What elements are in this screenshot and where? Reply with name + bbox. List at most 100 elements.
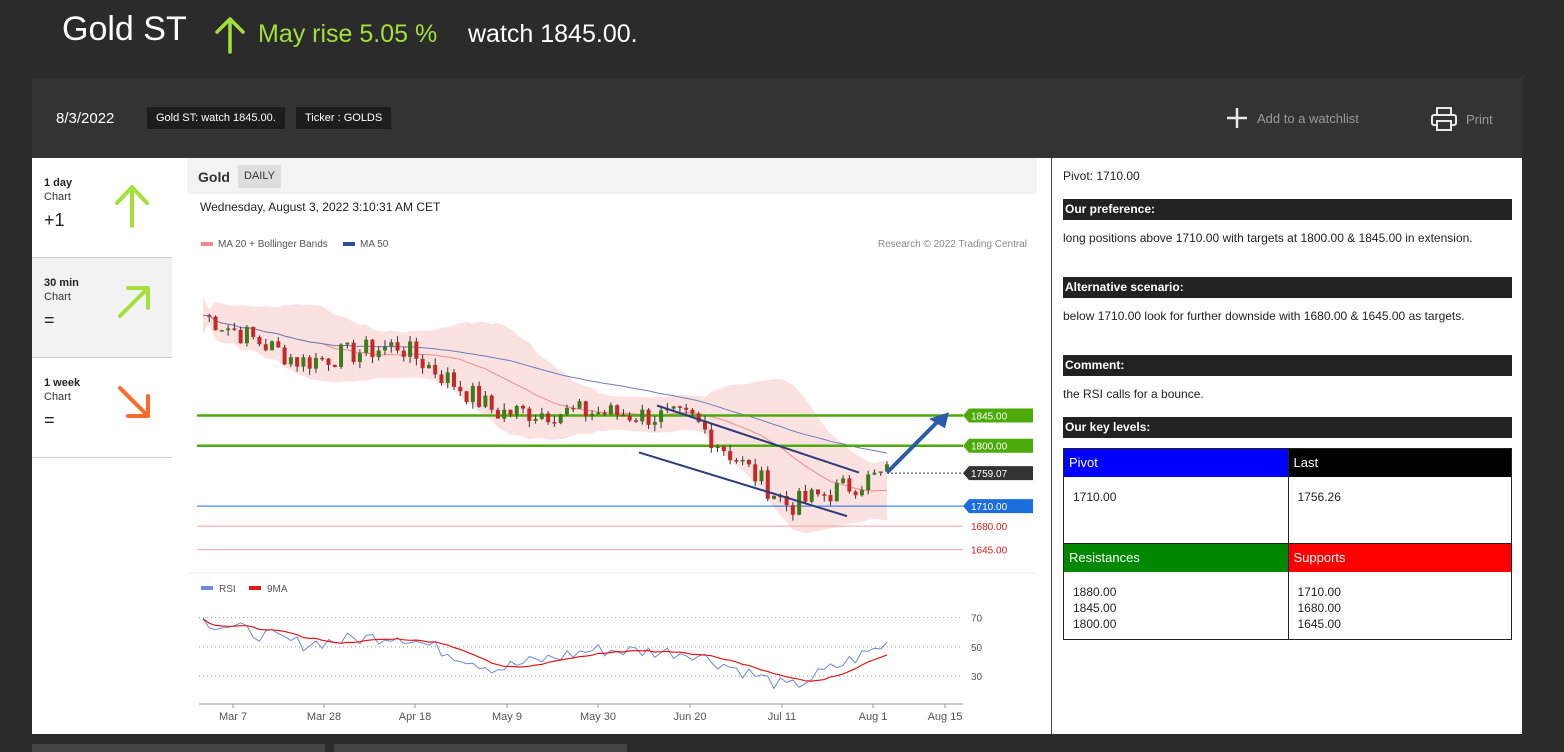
candle-body bbox=[382, 346, 387, 351]
candle-body bbox=[483, 395, 488, 407]
add-watchlist-button[interactable]: Add to a watchlist bbox=[1225, 106, 1359, 130]
candle-body bbox=[376, 350, 381, 358]
resistances-values: 1880.00 1845.00 1800.00 bbox=[1064, 572, 1288, 639]
candle-body bbox=[671, 406, 676, 409]
level-badge bbox=[963, 438, 1033, 453]
support-value: 1710.00 bbox=[1297, 585, 1341, 599]
print-label: Print bbox=[1466, 111, 1493, 127]
candle-body bbox=[364, 339, 369, 354]
resistances-header: Resistances bbox=[1064, 544, 1288, 572]
candle-body bbox=[426, 364, 431, 369]
sidebar-item-30-min[interactable]: 30 min Chart = bbox=[32, 258, 172, 358]
ma50-line bbox=[202, 314, 888, 454]
score-value: = bbox=[44, 410, 55, 430]
candle-body bbox=[564, 407, 569, 415]
projection-arrowhead bbox=[929, 412, 949, 429]
candle-body bbox=[420, 358, 425, 369]
candle-body bbox=[244, 326, 249, 344]
last-value: 1756.26 bbox=[1288, 477, 1511, 544]
candle-body bbox=[238, 329, 243, 344]
candle-body bbox=[772, 495, 777, 499]
alternative-text: below 1710.00 look for further downside … bbox=[1063, 309, 1465, 323]
bottom-tab[interactable] bbox=[334, 744, 627, 752]
candle-body bbox=[458, 386, 463, 392]
candle-body bbox=[301, 357, 306, 367]
pivot-value: 1710.00 bbox=[1064, 477, 1288, 544]
candle-body bbox=[320, 357, 325, 360]
candle-body bbox=[859, 489, 864, 496]
candle-body bbox=[232, 328, 237, 330]
candle-body bbox=[596, 412, 601, 415]
level-badge-label: 1845.00 bbox=[971, 412, 1008, 423]
candle-body bbox=[257, 336, 262, 345]
candle-body bbox=[652, 421, 657, 425]
candle-body bbox=[295, 357, 300, 367]
chart-timestamp: Wednesday, August 3, 2022 3:10:31 AM CET bbox=[200, 200, 441, 214]
candle-body bbox=[207, 315, 212, 317]
candle-body bbox=[583, 401, 588, 417]
candle-body bbox=[414, 341, 419, 359]
x-tick-label: Mar 7 bbox=[219, 711, 247, 723]
candle-body bbox=[640, 409, 645, 422]
arrow-down-right-icon bbox=[118, 386, 150, 418]
analysis-panel: 8/3/2022 Gold ST: watch 1845.00. Ticker … bbox=[32, 78, 1522, 734]
panel-toolbar: 8/3/2022 Gold ST: watch 1845.00. Ticker … bbox=[32, 78, 1522, 158]
resistance-value: 1880.00 bbox=[1073, 585, 1117, 599]
candle-body bbox=[746, 460, 751, 465]
ma20-line bbox=[202, 314, 888, 492]
print-button[interactable]: Print bbox=[1430, 106, 1493, 132]
arrow-up-icon bbox=[215, 17, 245, 54]
analysis-date: 8/3/2022 bbox=[56, 110, 115, 127]
key-levels-heading: Our key levels: bbox=[1063, 417, 1512, 438]
candle-body bbox=[270, 341, 275, 351]
candle-body bbox=[627, 415, 632, 421]
candle-body bbox=[339, 344, 344, 367]
bollinger-band bbox=[203, 296, 887, 534]
candle-body bbox=[332, 364, 337, 367]
level-badge-label: 1759.07 bbox=[971, 469, 1008, 480]
bottom-tab[interactable] bbox=[32, 744, 325, 752]
last-header: Last bbox=[1288, 449, 1511, 477]
price-chart: MA 20 + Bollinger Bands MA 50 Research ©… bbox=[187, 239, 1037, 723]
candle-body bbox=[665, 408, 670, 411]
candle-body bbox=[370, 339, 375, 358]
candle-body bbox=[753, 464, 758, 482]
candle-body bbox=[219, 330, 224, 332]
arrow-up-right-icon bbox=[118, 286, 150, 318]
channel-upper-line bbox=[656, 404, 860, 474]
candle-body bbox=[847, 478, 852, 492]
candle-body bbox=[809, 489, 814, 502]
level-badge-label: 1710.00 bbox=[971, 502, 1008, 513]
score-value: = bbox=[44, 310, 55, 330]
sidebar-item-1-week[interactable]: 1 week Chart = bbox=[32, 358, 172, 458]
candle-body bbox=[546, 413, 551, 423]
resistance-value: 1800.00 bbox=[1073, 617, 1117, 631]
candle-body bbox=[715, 446, 720, 448]
analysis-text: Pivot: 1710.00 Our preference: long posi… bbox=[1063, 158, 1513, 734]
candle-body bbox=[213, 316, 218, 331]
candle-body bbox=[263, 344, 268, 351]
ma20-legend-swatch bbox=[201, 242, 213, 246]
candle-body bbox=[502, 409, 507, 419]
score-value: +1 bbox=[44, 210, 65, 230]
level-label: 1645.00 bbox=[971, 546, 1008, 557]
candle-body bbox=[759, 470, 764, 482]
arrow-up-icon bbox=[115, 185, 149, 228]
candle-body bbox=[489, 395, 494, 410]
chart-period-toggle[interactable]: DAILY bbox=[238, 165, 281, 188]
comment-text: the RSI calls for a bounce. bbox=[1063, 387, 1204, 401]
candle-body bbox=[866, 474, 871, 490]
candle-body bbox=[464, 391, 469, 403]
candle-body bbox=[552, 422, 557, 424]
level-badge bbox=[963, 408, 1033, 423]
level-badge-label: 1800.00 bbox=[971, 442, 1008, 453]
resistance-value: 1845.00 bbox=[1073, 601, 1117, 615]
support-value: 1680.00 bbox=[1297, 601, 1341, 615]
chart-label: Chart bbox=[44, 191, 71, 203]
candle-body bbox=[885, 464, 889, 472]
projection-arrow bbox=[885, 418, 941, 474]
top-bar: Gold ST May rise 5.05 % watch 1845.00. bbox=[0, 0, 1564, 78]
sidebar-item-1-day[interactable]: 1 day Chart +1 bbox=[32, 158, 172, 258]
level-badge bbox=[963, 499, 1033, 514]
candle-body bbox=[834, 483, 839, 502]
